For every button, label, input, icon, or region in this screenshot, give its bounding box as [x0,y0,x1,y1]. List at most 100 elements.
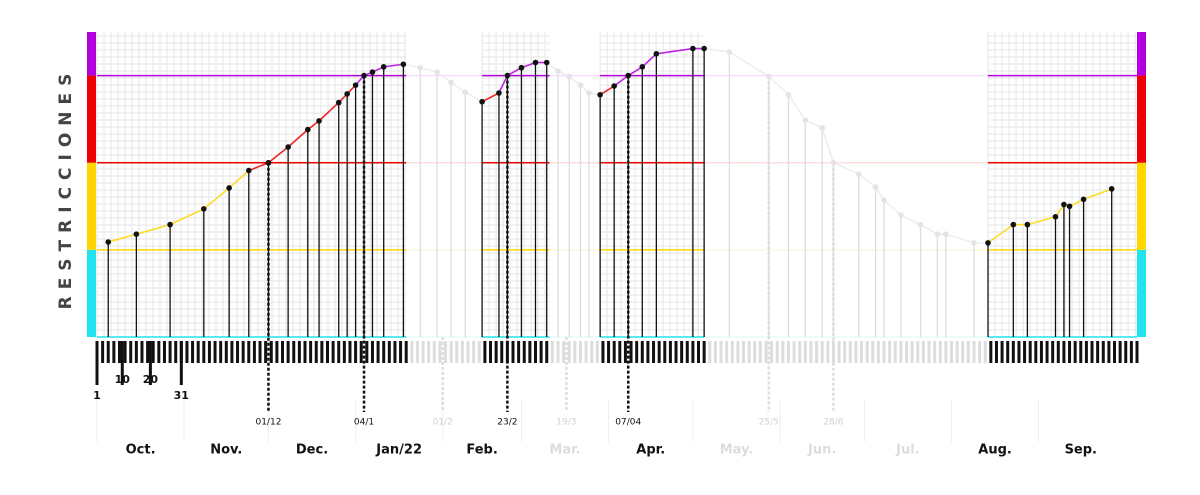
data-point [597,91,603,98]
band-bar-left [87,32,96,76]
data-point [985,240,991,246]
x-tick-label: 20 [143,373,159,386]
data-point [898,212,904,218]
data-point [380,64,387,70]
data-point [586,90,592,96]
data-point [881,197,887,203]
line-segment [900,214,921,226]
line-segment [318,101,340,122]
line-segment [248,161,269,172]
data-point [639,64,646,70]
data-point [352,82,359,88]
data-point [625,72,632,79]
data-point [555,68,561,75]
data-point [653,50,660,57]
data-point [316,118,322,124]
data-point [1052,213,1059,220]
data-point [917,221,924,228]
line-segment [987,223,1014,244]
line-segment [787,94,806,121]
line-segment [464,91,483,103]
line-segment [287,129,309,148]
data-point [577,82,584,88]
line-segment [228,169,250,189]
data-point [872,184,879,190]
data-point [830,159,837,166]
data-point [400,61,407,68]
data-point [434,69,440,75]
date-label: 19/3 [556,418,576,428]
data-point [690,45,696,52]
month-label: Apr. [636,443,665,458]
data-point [245,167,252,174]
line-segment [656,47,694,55]
data-point [943,231,949,237]
month-label: Feb. [466,443,497,458]
date-label: 01/12 [255,418,281,428]
data-point [765,73,772,80]
date-label: 28/6 [823,418,843,428]
x-tick-label: 31 [174,389,189,402]
line-segment [498,75,509,94]
line-segment [481,92,500,103]
data-point [496,90,502,96]
line-segment [383,63,404,68]
month-label: May. [720,443,754,458]
band-bar-right [1137,75,1146,163]
month-label: Jan/22 [375,443,422,458]
data-point [133,231,140,237]
line-segment [729,51,770,78]
line-segment [1083,188,1112,201]
line-segment [1027,215,1056,226]
line-segment [804,119,823,129]
data-point [361,72,367,79]
band-bar-left [87,162,96,250]
data-point [532,59,539,66]
data-point [971,240,977,246]
month-label: Oct. [126,443,156,458]
data-point [462,89,469,95]
data-point [504,72,511,79]
data-point [1010,221,1017,228]
data-point [448,79,454,86]
month-label: Mar. [549,443,580,458]
band-bar-left [87,75,96,163]
line-segment [108,233,137,243]
band-bar-left [87,249,96,337]
data-point [417,64,424,71]
y-axis-label: RESTRICCIONES [56,67,76,310]
line-segment [641,53,657,68]
data-point [344,91,350,97]
data-point [285,144,291,150]
month-label: Sep. [1065,443,1097,458]
data-point [802,117,809,123]
line-segment [920,223,938,235]
data-point [265,159,272,166]
line-segment [768,75,790,96]
date-label: 07/04 [615,418,641,428]
data-point [1108,186,1115,192]
month-label: Nov. [210,443,242,458]
data-point [335,99,342,106]
line-segment [883,199,902,216]
line-segment [136,223,171,235]
line-segment [821,127,835,163]
line-segment [858,173,877,188]
data-point [1066,203,1073,210]
data-point [1024,221,1031,228]
month-label: Jun. [807,443,836,458]
data-point [305,126,311,133]
line-segment [945,233,975,244]
data-point [855,171,862,177]
data-point [167,221,173,228]
date-label: 04/1 [354,418,374,428]
month-label: Aug. [978,443,1012,458]
data-point [226,185,232,191]
data-point [518,64,525,71]
data-point [201,206,207,212]
line-segment [169,208,205,226]
band-bar-right [1137,249,1146,337]
data-point [934,231,941,237]
data-point [1061,201,1067,208]
data-point [566,73,573,80]
